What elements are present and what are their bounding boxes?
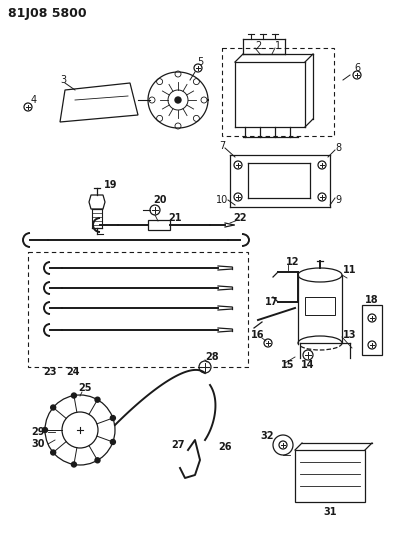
Text: 12: 12 <box>286 257 300 267</box>
Text: 32: 32 <box>260 431 274 441</box>
Text: 13: 13 <box>343 330 357 340</box>
Text: 30: 30 <box>31 439 45 449</box>
Text: 22: 22 <box>233 213 247 223</box>
Text: 23: 23 <box>43 367 57 377</box>
Text: 9: 9 <box>335 195 341 205</box>
Text: 1: 1 <box>275 41 281 51</box>
Text: 31: 31 <box>323 507 337 517</box>
Text: 14: 14 <box>301 360 315 370</box>
Circle shape <box>72 462 76 467</box>
Bar <box>362 305 382 355</box>
Text: 2: 2 <box>255 41 261 51</box>
Bar <box>222 48 334 136</box>
Text: 3: 3 <box>60 75 66 85</box>
Text: 18: 18 <box>365 295 379 305</box>
Circle shape <box>110 440 116 445</box>
Text: 29: 29 <box>31 427 45 437</box>
Circle shape <box>72 393 76 398</box>
Text: 8: 8 <box>335 143 341 153</box>
Bar <box>28 252 248 367</box>
Circle shape <box>42 427 48 432</box>
Text: 10: 10 <box>216 195 228 205</box>
Text: 4: 4 <box>31 95 37 105</box>
Text: 28: 28 <box>205 352 219 362</box>
Text: 27: 27 <box>171 440 185 450</box>
Text: 5: 5 <box>197 57 203 67</box>
Circle shape <box>110 416 116 421</box>
Text: 19: 19 <box>104 180 118 190</box>
Bar <box>148 220 170 230</box>
Text: 20: 20 <box>153 195 167 205</box>
Circle shape <box>95 458 100 463</box>
Bar <box>295 450 365 502</box>
Text: 7: 7 <box>219 141 225 151</box>
Circle shape <box>50 450 56 455</box>
Text: 25: 25 <box>78 383 92 393</box>
Text: 24: 24 <box>66 367 80 377</box>
Text: 15: 15 <box>281 360 295 370</box>
Text: 6: 6 <box>354 63 360 73</box>
Circle shape <box>50 405 56 410</box>
Text: 81J08 5800: 81J08 5800 <box>8 7 86 20</box>
Text: 16: 16 <box>251 330 265 340</box>
Text: 11: 11 <box>343 265 357 275</box>
Text: 17: 17 <box>265 297 279 307</box>
Text: 21: 21 <box>168 213 182 223</box>
Circle shape <box>95 397 100 402</box>
Circle shape <box>175 97 181 103</box>
Text: 26: 26 <box>218 442 232 452</box>
Bar <box>305 297 335 315</box>
